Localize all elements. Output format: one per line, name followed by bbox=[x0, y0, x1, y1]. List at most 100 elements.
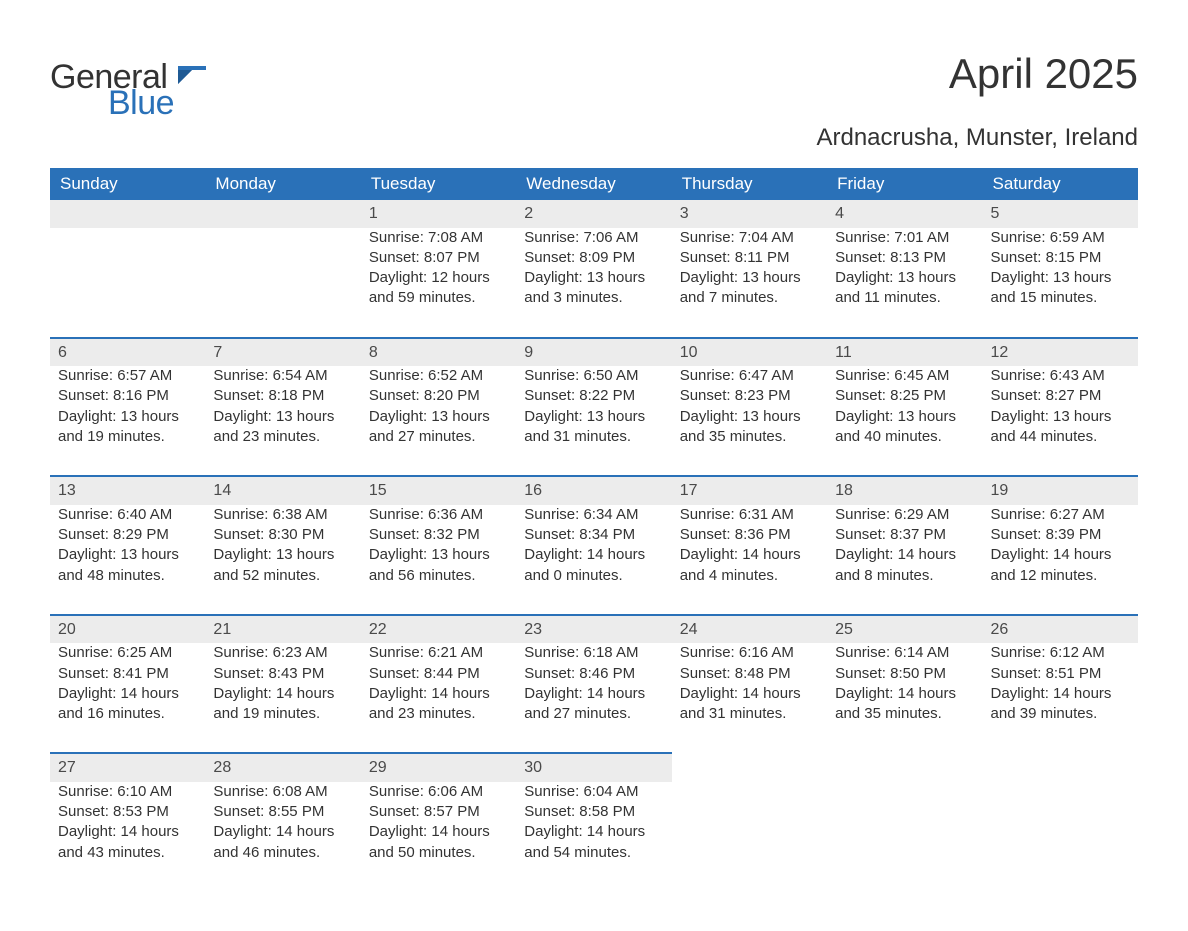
daylight-line: Daylight: 13 hours and 56 minutes. bbox=[369, 545, 508, 586]
sunset-line: Sunset: 8:07 PM bbox=[369, 248, 508, 268]
day-number-cell: 2 bbox=[516, 200, 671, 228]
sunrise-line: Sunrise: 6:14 AM bbox=[835, 643, 974, 663]
daylight-line: Daylight: 14 hours and 31 minutes. bbox=[680, 684, 819, 725]
day-detail-cell: Sunrise: 6:38 AMSunset: 8:30 PMDaylight:… bbox=[205, 505, 360, 615]
sunset-line: Sunset: 8:57 PM bbox=[369, 802, 508, 822]
day-number-cell: 27 bbox=[50, 753, 205, 782]
day-number-cell: 25 bbox=[827, 615, 982, 644]
day-number-cell: 16 bbox=[516, 476, 671, 505]
day-detail-cell bbox=[50, 228, 205, 338]
day-detail-cell: Sunrise: 6:50 AMSunset: 8:22 PMDaylight:… bbox=[516, 366, 671, 476]
page-header: General Blue April 2025 bbox=[50, 50, 1138, 120]
day-detail-cell: Sunrise: 6:25 AMSunset: 8:41 PMDaylight:… bbox=[50, 643, 205, 753]
sunrise-line: Sunrise: 6:31 AM bbox=[680, 505, 819, 525]
day-detail-cell: Sunrise: 6:04 AMSunset: 8:58 PMDaylight:… bbox=[516, 782, 671, 891]
sunrise-line: Sunrise: 6:45 AM bbox=[835, 366, 974, 386]
day-number-cell bbox=[672, 753, 827, 782]
location-subtitle: Ardnacrusha, Munster, Ireland bbox=[50, 124, 1138, 152]
sunset-line: Sunset: 8:58 PM bbox=[524, 802, 663, 822]
day-number-cell: 21 bbox=[205, 615, 360, 644]
day-detail-cell: Sunrise: 6:52 AMSunset: 8:20 PMDaylight:… bbox=[361, 366, 516, 476]
daylight-line: Daylight: 13 hours and 52 minutes. bbox=[213, 545, 352, 586]
day-number-cell: 6 bbox=[50, 338, 205, 367]
day-number-row: 6789101112 bbox=[50, 338, 1138, 367]
daylight-line: Daylight: 12 hours and 59 minutes. bbox=[369, 268, 508, 309]
day-detail-cell: Sunrise: 6:36 AMSunset: 8:32 PMDaylight:… bbox=[361, 505, 516, 615]
sunset-line: Sunset: 8:55 PM bbox=[213, 802, 352, 822]
day-detail-cell: Sunrise: 6:06 AMSunset: 8:57 PMDaylight:… bbox=[361, 782, 516, 891]
weekday-header: Wednesday bbox=[516, 168, 671, 200]
daylight-line: Daylight: 13 hours and 27 minutes. bbox=[369, 407, 508, 448]
day-number-row: 12345 bbox=[50, 200, 1138, 228]
sunset-line: Sunset: 8:43 PM bbox=[213, 664, 352, 684]
sunset-line: Sunset: 8:46 PM bbox=[524, 664, 663, 684]
sunset-line: Sunset: 8:50 PM bbox=[835, 664, 974, 684]
sunrise-line: Sunrise: 6:47 AM bbox=[680, 366, 819, 386]
day-detail-cell: Sunrise: 6:16 AMSunset: 8:48 PMDaylight:… bbox=[672, 643, 827, 753]
sunset-line: Sunset: 8:36 PM bbox=[680, 525, 819, 545]
day-detail-cell: Sunrise: 6:59 AMSunset: 8:15 PMDaylight:… bbox=[983, 228, 1138, 338]
day-number-cell: 28 bbox=[205, 753, 360, 782]
day-number-cell: 10 bbox=[672, 338, 827, 367]
sunrise-line: Sunrise: 6:52 AM bbox=[369, 366, 508, 386]
day-number-row: 27282930 bbox=[50, 753, 1138, 782]
daylight-line: Daylight: 14 hours and 27 minutes. bbox=[524, 684, 663, 725]
flag-icon bbox=[178, 66, 208, 92]
sunrise-line: Sunrise: 6:25 AM bbox=[58, 643, 197, 663]
brand-logo: General Blue bbox=[50, 60, 208, 120]
day-number-cell: 22 bbox=[361, 615, 516, 644]
day-number-cell: 20 bbox=[50, 615, 205, 644]
day-detail-cell bbox=[827, 782, 982, 891]
page-title: April 2025 bbox=[949, 50, 1138, 98]
sunrise-line: Sunrise: 7:04 AM bbox=[680, 228, 819, 248]
daylight-line: Daylight: 14 hours and 39 minutes. bbox=[991, 684, 1130, 725]
day-detail-row: Sunrise: 6:57 AMSunset: 8:16 PMDaylight:… bbox=[50, 366, 1138, 476]
sunset-line: Sunset: 8:11 PM bbox=[680, 248, 819, 268]
day-detail-cell: Sunrise: 7:06 AMSunset: 8:09 PMDaylight:… bbox=[516, 228, 671, 338]
day-number-cell: 3 bbox=[672, 200, 827, 228]
sunrise-line: Sunrise: 6:34 AM bbox=[524, 505, 663, 525]
day-number-cell: 26 bbox=[983, 615, 1138, 644]
sunset-line: Sunset: 8:51 PM bbox=[991, 664, 1130, 684]
day-number-cell bbox=[983, 753, 1138, 782]
day-number-cell: 4 bbox=[827, 200, 982, 228]
sunrise-line: Sunrise: 6:04 AM bbox=[524, 782, 663, 802]
sunrise-line: Sunrise: 7:08 AM bbox=[369, 228, 508, 248]
sunrise-line: Sunrise: 6:16 AM bbox=[680, 643, 819, 663]
day-detail-cell: Sunrise: 6:08 AMSunset: 8:55 PMDaylight:… bbox=[205, 782, 360, 891]
day-detail-cell: Sunrise: 6:47 AMSunset: 8:23 PMDaylight:… bbox=[672, 366, 827, 476]
daylight-line: Daylight: 14 hours and 46 minutes. bbox=[213, 822, 352, 863]
daylight-line: Daylight: 13 hours and 3 minutes. bbox=[524, 268, 663, 309]
day-number-cell: 15 bbox=[361, 476, 516, 505]
day-number-cell: 29 bbox=[361, 753, 516, 782]
day-detail-cell: Sunrise: 6:31 AMSunset: 8:36 PMDaylight:… bbox=[672, 505, 827, 615]
daylight-line: Daylight: 13 hours and 40 minutes. bbox=[835, 407, 974, 448]
sunset-line: Sunset: 8:15 PM bbox=[991, 248, 1130, 268]
daylight-line: Daylight: 14 hours and 50 minutes. bbox=[369, 822, 508, 863]
daylight-line: Daylight: 14 hours and 19 minutes. bbox=[213, 684, 352, 725]
weekday-header: Saturday bbox=[983, 168, 1138, 200]
day-number-cell: 5 bbox=[983, 200, 1138, 228]
day-detail-cell: Sunrise: 6:10 AMSunset: 8:53 PMDaylight:… bbox=[50, 782, 205, 891]
day-detail-cell bbox=[983, 782, 1138, 891]
day-number-cell: 1 bbox=[361, 200, 516, 228]
day-number-cell bbox=[205, 200, 360, 228]
day-number-row: 20212223242526 bbox=[50, 615, 1138, 644]
day-detail-cell: Sunrise: 7:04 AMSunset: 8:11 PMDaylight:… bbox=[672, 228, 827, 338]
sunrise-line: Sunrise: 6:27 AM bbox=[991, 505, 1130, 525]
daylight-line: Daylight: 13 hours and 15 minutes. bbox=[991, 268, 1130, 309]
sunset-line: Sunset: 8:23 PM bbox=[680, 386, 819, 406]
day-number-cell bbox=[827, 753, 982, 782]
day-number-cell: 14 bbox=[205, 476, 360, 505]
day-detail-cell: Sunrise: 7:08 AMSunset: 8:07 PMDaylight:… bbox=[361, 228, 516, 338]
sunrise-line: Sunrise: 6:08 AM bbox=[213, 782, 352, 802]
daylight-line: Daylight: 13 hours and 19 minutes. bbox=[58, 407, 197, 448]
weekday-header: Tuesday bbox=[361, 168, 516, 200]
day-detail-cell: Sunrise: 6:23 AMSunset: 8:43 PMDaylight:… bbox=[205, 643, 360, 753]
day-detail-row: Sunrise: 6:10 AMSunset: 8:53 PMDaylight:… bbox=[50, 782, 1138, 891]
day-number-cell: 11 bbox=[827, 338, 982, 367]
weekday-header-row: SundayMondayTuesdayWednesdayThursdayFrid… bbox=[50, 168, 1138, 200]
sunrise-line: Sunrise: 7:01 AM bbox=[835, 228, 974, 248]
day-number-cell: 18 bbox=[827, 476, 982, 505]
sunrise-line: Sunrise: 6:21 AM bbox=[369, 643, 508, 663]
